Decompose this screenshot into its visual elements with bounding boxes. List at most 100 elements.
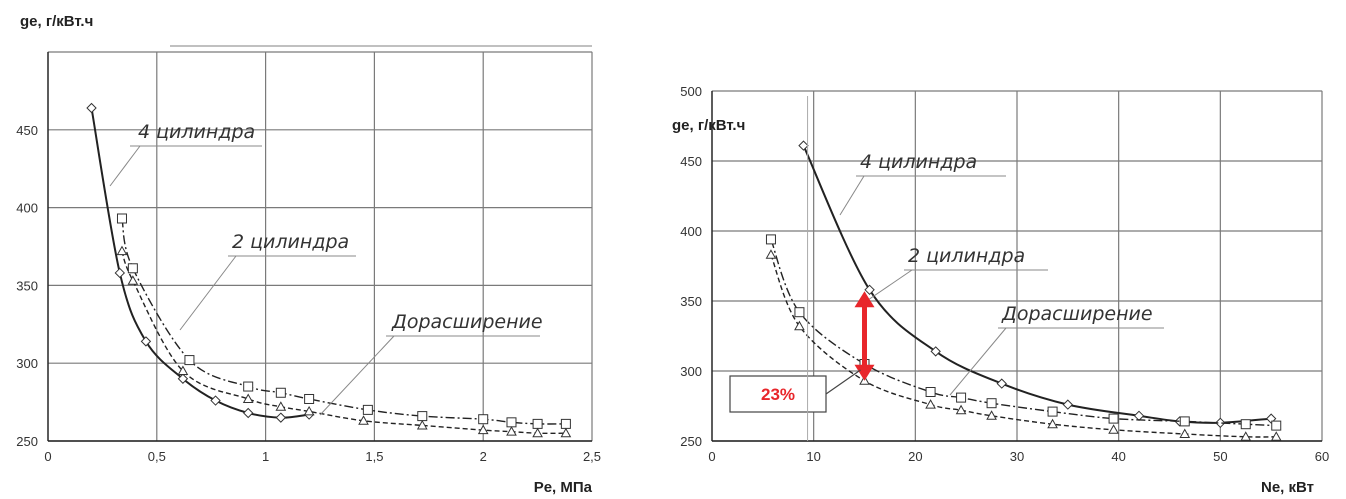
leader-line: [109, 145, 141, 187]
data-point: [127, 263, 138, 274]
data-point: [765, 249, 777, 259]
arrow-head-up: [854, 291, 875, 308]
y-tick-label: 350: [680, 294, 702, 309]
y-tick-label: 350: [16, 278, 38, 293]
chart-left-svg: 0 0,5 1 1,5 2 2,5 250 300 350 400 450 Pe, МПа ge, г/…: [16, 13, 601, 496]
data-point: [986, 398, 997, 409]
x-tick-label: 40: [1111, 449, 1125, 464]
data-point: [362, 404, 373, 415]
data-point: [996, 378, 1007, 389]
data-point: [184, 355, 195, 366]
y-tick-label: 400: [16, 201, 38, 216]
data-point: [243, 381, 254, 392]
series-label: Дорасширение: [1001, 303, 1153, 325]
data-point: [1179, 416, 1190, 427]
data-point: [506, 417, 517, 428]
y-tick-label: 450: [680, 154, 702, 169]
data-point: [1179, 428, 1191, 438]
data-point: [506, 426, 517, 436]
series-1: [116, 213, 571, 429]
x-tick-label: 0: [44, 449, 51, 464]
x-tick-label: 10: [806, 449, 820, 464]
data-point: [478, 414, 489, 425]
data-point: [930, 346, 941, 357]
data-point: [560, 427, 572, 438]
x-tick-label: 60: [1315, 449, 1329, 464]
data-point: [303, 405, 315, 416]
data-point: [358, 415, 369, 425]
data-point: [177, 365, 189, 375]
grid: [711, 90, 1323, 442]
data-point: [1047, 406, 1058, 417]
percentage-label: 23%: [761, 385, 795, 404]
series-label: 4 цилиндра: [860, 151, 977, 173]
data-point: [177, 373, 189, 384]
difference-arrow: [854, 291, 875, 381]
series-line: [121, 218, 566, 425]
data-point: [1271, 420, 1282, 431]
data-point: [116, 213, 127, 224]
data-point: [477, 424, 489, 435]
series-label: Дорасширение: [391, 311, 543, 333]
series-label-group: 2 цилиндра: [867, 245, 1048, 301]
tick-labels: 0 10 20 30 40 50 60 250 300 350 400 450 500: [680, 84, 1329, 464]
y-tick-label: 300: [16, 356, 38, 371]
series-1: [765, 234, 1282, 431]
x-axis-title: Ne, кВт: [1261, 479, 1314, 496]
data-point: [1062, 399, 1074, 410]
series-0: [86, 102, 315, 423]
data-point: [798, 140, 809, 151]
percentage-box: 23%: [729, 369, 861, 413]
chart-right-svg: 0 10 20 30 40 50 60 250 300 350 400 450 500 Ne, кВт ge…: [672, 84, 1329, 496]
data-point: [794, 320, 805, 331]
series-label-group: Дорасширение: [319, 311, 543, 416]
chart-right: 0 10 20 30 40 50 60 250 300 350 400 450 500 Ne, кВт ge…: [650, 0, 1346, 499]
leader-line: [839, 175, 865, 216]
data-point: [864, 284, 875, 296]
data-point: [532, 427, 543, 438]
data-point: [210, 395, 221, 406]
x-tick-label: 1: [262, 449, 269, 464]
data-point: [1108, 413, 1119, 424]
data-point: [275, 401, 287, 411]
x-axis-title: Pe, МПа: [534, 479, 593, 496]
percentage-leader: [825, 369, 861, 395]
data-point: [956, 392, 967, 403]
data-point: [1108, 424, 1119, 434]
data-point: [127, 275, 139, 285]
data-point: [416, 419, 428, 430]
series-label-group: 2 цилиндра: [179, 231, 356, 331]
data-point: [560, 418, 571, 429]
x-tick-label: 20: [908, 449, 922, 464]
y-axis-title: ge, г/кВт.ч: [20, 13, 93, 30]
leader-line: [867, 269, 913, 301]
data-point: [140, 336, 152, 347]
data-point: [242, 407, 254, 419]
data-point: [925, 387, 936, 397]
x-tick-label: 1,5: [365, 449, 383, 464]
data-point: [794, 307, 805, 318]
data-point: [1047, 418, 1058, 429]
data-point: [765, 234, 776, 245]
tick-labels: 0 0,5 1 1,5 2 2,5 250 300 350 400 450: [16, 123, 601, 464]
data-point: [986, 410, 997, 420]
data-point: [304, 393, 315, 404]
series-2: [765, 249, 1282, 441]
leader-line: [949, 327, 1007, 396]
data-point: [275, 412, 287, 423]
data-point: [1270, 431, 1282, 441]
x-tick-label: 0,5: [148, 449, 166, 464]
x-tick-label: 0: [708, 449, 715, 464]
series-label: 2 цилиндра: [908, 245, 1025, 267]
data-point: [116, 245, 128, 256]
leader-line: [179, 255, 237, 331]
data-point: [417, 411, 428, 422]
data-point: [1215, 417, 1226, 429]
y-tick-label: 400: [680, 224, 702, 239]
x-tick-label: 50: [1213, 449, 1227, 464]
series-label: 4 цилиндра: [138, 121, 255, 143]
series-label: 2 цилиндра: [232, 231, 349, 253]
y-tick-label: 300: [680, 364, 702, 379]
series-label-group: 4 цилиндра: [109, 121, 262, 187]
chart-left: 0 0,5 1 1,5 2 2,5 250 300 350 400 450 Pe, МПа ge, г/…: [0, 0, 620, 499]
